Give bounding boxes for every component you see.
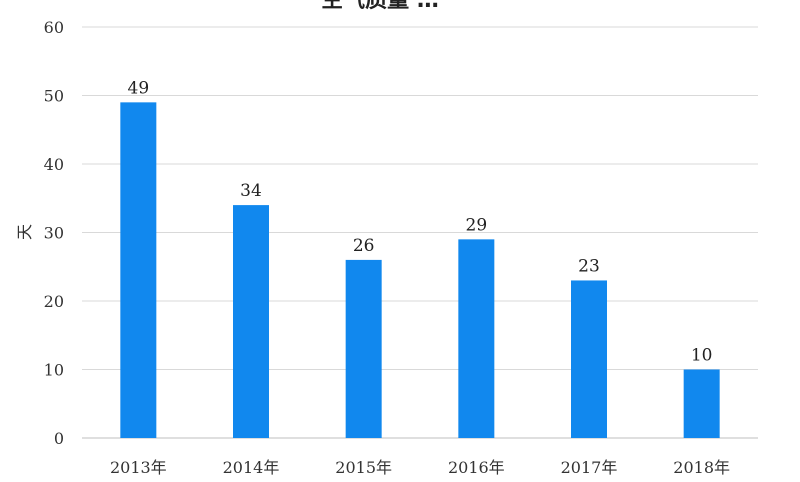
bar bbox=[345, 259, 382, 438]
y-tick-label: 0 bbox=[54, 429, 64, 448]
data-label: 26 bbox=[353, 236, 375, 256]
bar bbox=[683, 369, 720, 438]
x-tick-label: 2018年 bbox=[673, 458, 730, 477]
x-tick-label: 2016年 bbox=[448, 458, 505, 477]
y-tick-label: 20 bbox=[44, 292, 64, 311]
data-label: 29 bbox=[466, 215, 488, 235]
data-label: 49 bbox=[128, 78, 150, 98]
y-tick-label: 50 bbox=[44, 87, 64, 106]
bar bbox=[233, 205, 269, 438]
x-tick-label: 2014年 bbox=[223, 458, 280, 477]
y-tick-label: 10 bbox=[44, 361, 64, 380]
y-tick-label: 60 bbox=[44, 18, 64, 37]
y-axis-ticks: 0 10 20 30 40 50 60 bbox=[44, 18, 64, 448]
bar bbox=[458, 239, 495, 438]
gridlines bbox=[82, 26, 758, 439]
x-tick-label: 2015年 bbox=[335, 458, 392, 477]
x-axis-ticks: 2013年 2014年 2015年 2016年 2017年 2018年 bbox=[110, 458, 730, 477]
y-tick-label: 30 bbox=[44, 224, 64, 243]
y-tick-label: 40 bbox=[44, 155, 64, 174]
bar bbox=[120, 102, 157, 438]
data-labels: 49 34 26 29 23 10 bbox=[128, 78, 713, 365]
x-tick-label: 2013年 bbox=[110, 458, 167, 477]
bar bbox=[571, 280, 607, 438]
data-label: 10 bbox=[691, 346, 713, 366]
x-tick-label: 2017年 bbox=[561, 458, 618, 477]
y-axis-label: 天 bbox=[15, 224, 34, 240]
bars bbox=[120, 102, 720, 438]
chart-title: 空气质量 … bbox=[321, 0, 439, 13]
data-label: 34 bbox=[240, 181, 262, 201]
data-label: 23 bbox=[578, 256, 600, 276]
